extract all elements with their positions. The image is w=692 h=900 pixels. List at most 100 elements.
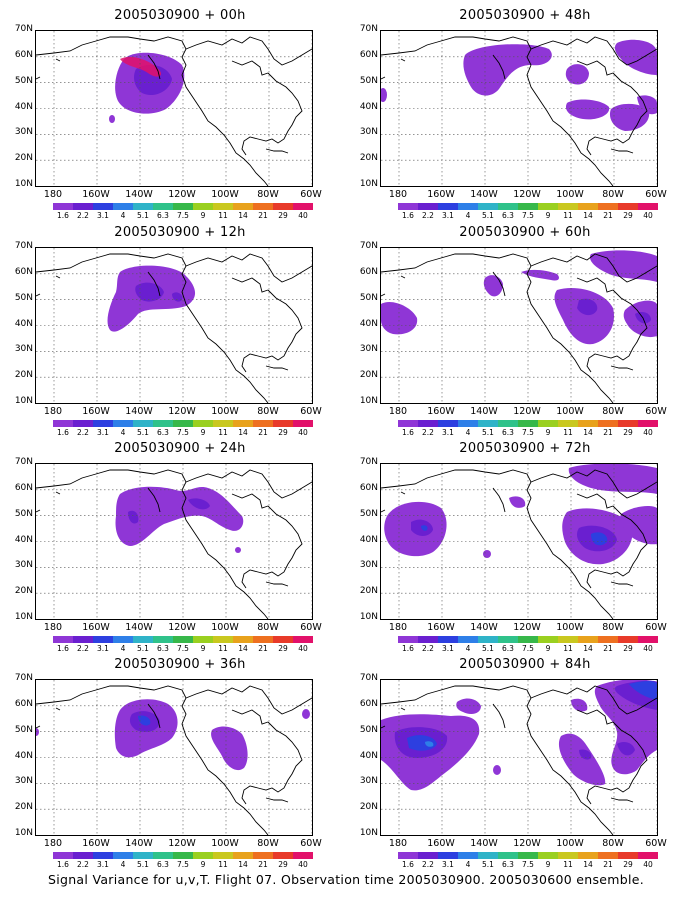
lat-tick-label: 50N	[14, 292, 33, 303]
panel-title: 2005030900 + 24h	[114, 441, 246, 456]
coastline	[530, 36, 657, 66]
colorbar-tick-label: 2.2	[422, 860, 434, 869]
colorbar-swatch	[418, 852, 438, 859]
lat-tick-label: 60N	[14, 266, 33, 277]
coastline	[241, 289, 303, 373]
colorbar-tick-label: 5.1	[137, 860, 149, 869]
lat-tick-label: 40N	[14, 534, 33, 545]
colorbar-tick-label: 14	[238, 644, 248, 653]
coastline	[231, 60, 269, 76]
coastline	[610, 581, 634, 587]
map-plot	[381, 248, 657, 403]
colorbar-tick-label: 14	[583, 644, 593, 653]
colorbar-tick-label: 9	[200, 211, 206, 220]
colorbar-tick-label: 7.5	[177, 428, 189, 437]
colorbar-swatch	[458, 852, 478, 859]
colorbar-swatch	[93, 420, 113, 427]
colorbar	[53, 852, 313, 859]
lon-tick-label: 120W	[168, 189, 196, 200]
coastline	[576, 60, 614, 76]
coastline	[586, 289, 648, 373]
coastline	[492, 487, 506, 513]
lon-tick-label: 80W	[602, 406, 624, 417]
coastline	[241, 505, 303, 589]
colorbar	[398, 203, 658, 210]
coastline	[231, 277, 269, 293]
colorbar-tick-label: 3.1	[97, 211, 109, 220]
colorbar-tick-label: 14	[583, 428, 593, 437]
coastline	[55, 707, 61, 711]
colorbar-tick-label: 29	[278, 428, 288, 437]
colorbar-swatch	[538, 852, 558, 859]
lat-tick-label: 50N	[14, 75, 33, 86]
colorbar-swatch	[518, 636, 538, 643]
coastline	[231, 709, 269, 725]
colorbar-tick-label: 14	[583, 860, 593, 869]
colorbar-tick-label: 2.2	[422, 211, 434, 220]
colorbar-labels: 1.6 2.2 3.1 4 5.1 6.3 7.5 9 11 14 21 29 40	[53, 644, 313, 654]
coastline	[400, 58, 406, 62]
map-panel-48h	[380, 30, 658, 187]
map-plot	[381, 464, 657, 619]
colorbar	[398, 852, 658, 859]
lat-tick-label: 40N	[14, 318, 33, 329]
colorbar-swatch	[478, 852, 498, 859]
colorbar-swatch	[478, 636, 498, 643]
colorbar-swatch	[233, 203, 253, 210]
lat-tick-label: 50N	[359, 292, 378, 303]
colorbar-tick-label: 21	[603, 428, 613, 437]
colorbar-swatch	[73, 420, 93, 427]
coastline	[265, 148, 289, 154]
colorbar-swatch	[578, 420, 598, 427]
coastline	[147, 703, 161, 729]
lon-tick-label: 180	[43, 406, 63, 417]
colorbar-tick-label: 2.2	[422, 644, 434, 653]
panel-title: 2005030900 + 60h	[459, 225, 591, 240]
lon-tick-label: 100W	[556, 189, 584, 200]
colorbar-tick-label: 21	[258, 211, 268, 220]
lon-tick-label: 180	[43, 838, 63, 849]
map-panel-36h	[35, 679, 313, 836]
coastline	[381, 725, 386, 729]
colorbar-swatch	[213, 203, 233, 210]
map-panel-00h	[35, 30, 313, 187]
colorbar-tick-label: 3.1	[97, 644, 109, 653]
colorbar-swatch	[213, 636, 233, 643]
colorbar-swatch	[618, 203, 638, 210]
coastline	[147, 271, 161, 297]
colorbar-swatch	[438, 203, 458, 210]
colorbar-tick-label: 40	[298, 860, 308, 869]
lat-tick-label: 10N	[359, 396, 378, 406]
lat-tick-label: 60N	[14, 49, 33, 60]
colorbar-swatch	[518, 852, 538, 859]
colorbar-tick-label: 6.3	[502, 860, 514, 869]
coastline	[381, 253, 614, 403]
colorbar-tick-label: 29	[623, 860, 633, 869]
lat-tick-label: 20N	[14, 370, 33, 381]
coastline	[586, 505, 648, 589]
colorbar-tick-label: 3.1	[442, 211, 454, 220]
lat-tick-label: 70N	[14, 24, 33, 34]
colorbar-swatch	[598, 852, 618, 859]
map-panel-84h	[380, 679, 658, 836]
colorbar-swatch	[638, 203, 658, 210]
colorbar-tick-label: 40	[643, 860, 653, 869]
coastlines	[381, 469, 657, 619]
lat-tick-label: 60N	[14, 482, 33, 493]
colorbar-tick-label: 2.2	[77, 211, 89, 220]
colorbar-tick-label: 5.1	[482, 860, 494, 869]
colorbar-tick-label: 11	[563, 860, 573, 869]
coastlines	[36, 253, 312, 403]
colorbar-tick-label: 6.3	[157, 860, 169, 869]
coastline	[185, 253, 312, 283]
colorbar-swatch	[113, 852, 133, 859]
colorbar-tick-label: 5.1	[482, 428, 494, 437]
lon-tick-label: 120W	[513, 189, 541, 200]
colorbar-swatch	[73, 636, 93, 643]
colorbar-swatch	[273, 636, 293, 643]
lon-tick-label: 80W	[257, 622, 279, 633]
colorbar-tick-label: 40	[298, 211, 308, 220]
coastline	[265, 365, 289, 371]
colorbar-tick-label: 14	[238, 860, 248, 869]
coastline	[381, 76, 386, 80]
